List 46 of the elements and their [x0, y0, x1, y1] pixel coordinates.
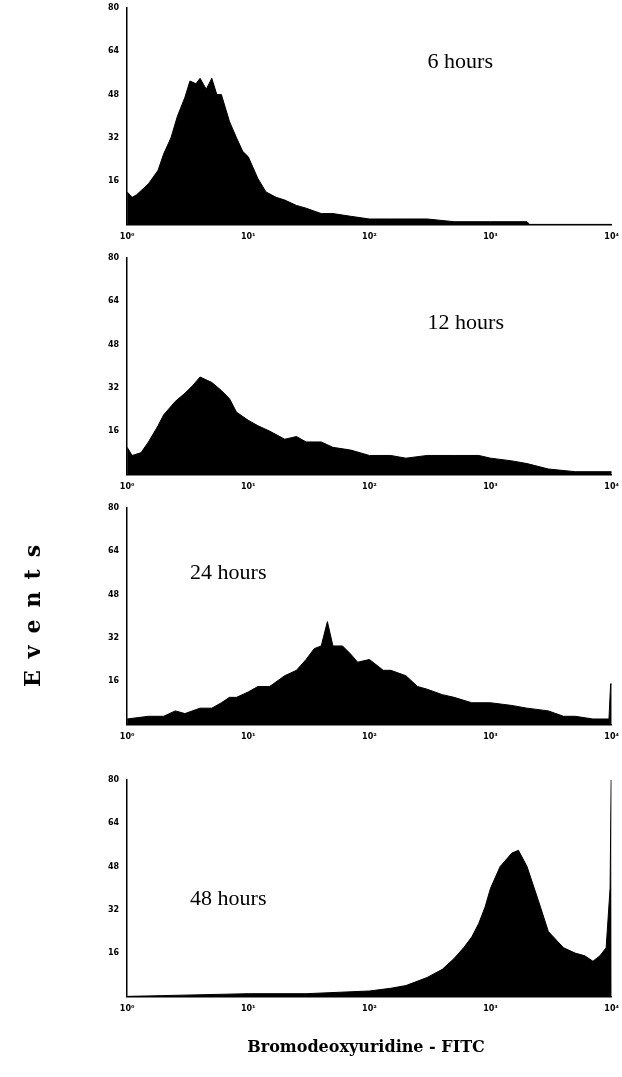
y-tick-label: 80 [107, 503, 120, 513]
x-tick-label: 10² [362, 1004, 378, 1014]
y-tick-label: 80 [107, 775, 120, 785]
x-axis-title: Bromodeoxyuridine - FITC [246, 1037, 486, 1056]
x-tick-label: 10¹ [240, 482, 257, 492]
y-tick-label: 48 [107, 339, 120, 349]
x-tick-label: 10⁰ [119, 232, 135, 242]
x-tick-label: 10⁰ [119, 732, 135, 742]
y-tick-label: 32 [107, 904, 120, 914]
x-tick-label: 10³ [483, 1004, 499, 1014]
x-tick-label: 10³ [483, 482, 499, 492]
x-tick-label: 10² [362, 482, 378, 492]
y-axis-title: Events [19, 532, 46, 688]
y-tick-label: 16 [107, 176, 120, 186]
annotation: 12 hours [427, 308, 504, 334]
x-tick-label: 10¹ [240, 732, 257, 742]
x-tick-label: 10⁰ [119, 482, 135, 492]
y-tick-label: 64 [107, 296, 120, 306]
y-tick-label: 64 [107, 546, 120, 556]
y-tick-label: 80 [107, 3, 120, 13]
y-tick-label: 80 [107, 253, 120, 263]
y-tick-label: 32 [107, 382, 120, 392]
x-tick-label: 10⁴ [604, 482, 620, 492]
y-tick-label: 32 [107, 132, 120, 142]
annotation: 48 hours [190, 884, 267, 910]
x-tick-label: 10² [362, 232, 378, 242]
x-tick-label: 10⁰ [119, 1004, 135, 1014]
y-tick-label: 64 [107, 46, 120, 56]
x-tick-label: 10² [362, 732, 378, 742]
annotation: 24 hours [190, 558, 267, 584]
x-tick-label: 10⁴ [604, 1004, 620, 1014]
x-tick-label: 10¹ [240, 1004, 257, 1014]
annotation: 6 hours [427, 47, 493, 73]
x-tick-label: 10⁴ [604, 232, 620, 242]
x-tick-label: 10³ [483, 732, 499, 742]
y-tick-label: 16 [107, 426, 120, 436]
y-tick-label: 48 [107, 89, 120, 99]
y-tick-label: 48 [107, 861, 120, 871]
y-tick-label: 64 [107, 818, 120, 828]
y-tick-label: 32 [107, 632, 120, 642]
x-tick-label: 10¹ [240, 232, 257, 242]
x-tick-label: 10³ [483, 232, 499, 242]
y-tick-label: 48 [107, 589, 120, 599]
x-tick-label: 10⁴ [604, 732, 620, 742]
y-tick-label: 16 [107, 676, 120, 686]
y-tick-label: 16 [107, 948, 120, 958]
